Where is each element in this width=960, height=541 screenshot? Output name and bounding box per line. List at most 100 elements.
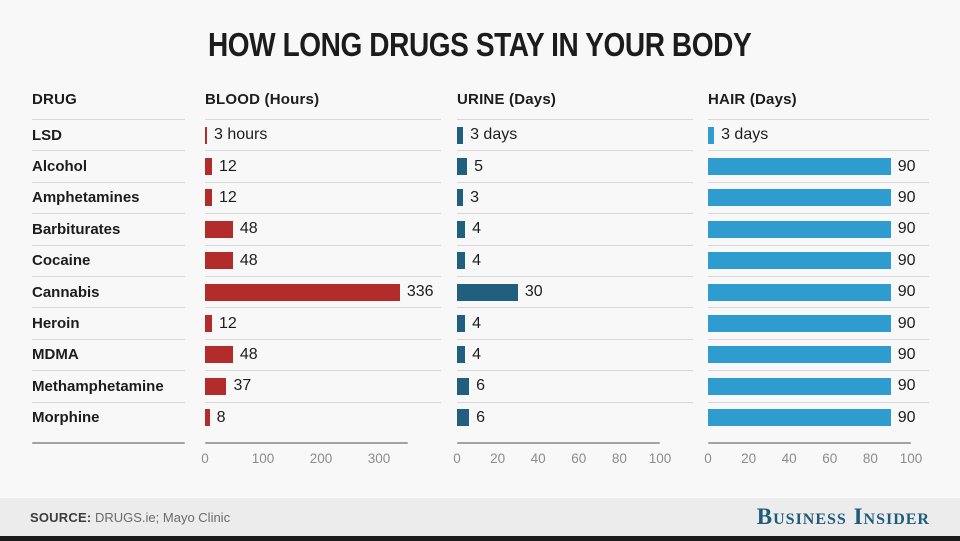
- bar-value-label: 90: [897, 283, 916, 301]
- drug-label: Methamphetamine: [32, 377, 164, 395]
- axis-tick-label: 20: [490, 450, 506, 466]
- title-bar: HOW LONG DRUGS STAY IN YOUR BODY: [0, 26, 960, 64]
- bar-value-label: 3 days: [721, 126, 769, 144]
- urine-bar: [457, 252, 466, 270]
- drug-column-header: DRUG: [32, 91, 77, 108]
- axis-tick-label: 0: [704, 450, 712, 466]
- bar-value-label: 4: [472, 314, 482, 332]
- table-row: Morphine: [32, 401, 185, 433]
- source-credit: SOURCE: DRUGS.ie; Mayo Clinic: [30, 510, 230, 525]
- table-row: Heroin: [32, 307, 185, 338]
- table-row: Barbiturates: [32, 213, 185, 244]
- drug-label: Heroin: [32, 315, 80, 333]
- bar-value-label: 336: [406, 283, 434, 301]
- baseline-rule: [32, 441, 185, 444]
- blood-bar: [205, 126, 207, 144]
- drug-label: MDMA: [32, 346, 79, 364]
- hair-axis: 0 20 40 60 80 100: [704, 441, 929, 466]
- table-row: 12: [205, 150, 441, 181]
- bar-value-label: 30: [524, 283, 543, 301]
- bar-value-label: 90: [897, 220, 916, 238]
- hair-bar: [708, 189, 891, 207]
- hair-axis-ticks: 0 20 40 60 80 100: [704, 444, 929, 466]
- drug-label: Morphine: [32, 409, 100, 427]
- table-row: 4: [457, 213, 693, 244]
- drug-rows: LSD Alcohol Amphetamines Barbiturates Cocain…: [32, 119, 185, 433]
- axis-tick-label: 40: [781, 450, 797, 466]
- blood-bar: [205, 409, 210, 427]
- hair-bar: [708, 377, 891, 395]
- blood-column: BLOOD (Hours) 3 hours 12 12 48 48 336 12 48 37 8 …: [201, 88, 441, 466]
- hair-rows: 3 days 90 90 90 90 90 90 90 90 90: [708, 119, 929, 433]
- table-row: 90: [708, 307, 929, 338]
- axis-tick-label: 100: [899, 450, 923, 466]
- table-row: 90: [708, 213, 929, 244]
- hair-bar: [708, 158, 891, 176]
- axis-tick-label: 60: [822, 450, 838, 466]
- drug-label: Alcohol: [32, 158, 87, 176]
- business-insider-logo: Business Insider: [756, 504, 930, 529]
- blood-bar: [205, 189, 212, 207]
- urine-bar: [457, 409, 470, 427]
- bar-value-label: 37: [233, 377, 252, 395]
- table-row: 90: [708, 370, 929, 401]
- table-row: 6: [457, 370, 693, 401]
- axis-tick-label: 0: [201, 450, 209, 466]
- bar-value-label: 48: [239, 220, 258, 238]
- hair-bar: [708, 126, 715, 144]
- urine-bar: [457, 158, 468, 176]
- table-row: Alcohol: [32, 150, 185, 181]
- bar-value-label: 90: [897, 157, 916, 175]
- bar-value-label: 90: [897, 408, 916, 426]
- hair-axis-line: [708, 441, 911, 444]
- urine-bar: [457, 189, 464, 207]
- bar-value-label: 12: [218, 157, 237, 175]
- table-row: 5: [457, 150, 693, 181]
- bar-value-label: 90: [897, 345, 916, 363]
- source-text: DRUGS.ie; Mayo Clinic: [94, 509, 231, 525]
- blood-bar: [205, 220, 233, 238]
- table-row: 3 days: [708, 119, 929, 150]
- bar-value-label: 12: [218, 188, 237, 206]
- hair-bar: [708, 220, 891, 238]
- bar-value-label: 4: [472, 220, 482, 238]
- table-row: 8: [205, 401, 441, 433]
- table-row: 336: [205, 275, 441, 307]
- axis-tick-label: 80: [862, 450, 878, 466]
- table-row: 90: [708, 150, 929, 181]
- blood-axis-ticks: 0 100 200 300: [201, 444, 441, 466]
- bar-value-label: 90: [897, 314, 916, 332]
- urine-axis-ticks: 0 20 40 60 80 100: [453, 444, 693, 466]
- table-row: Cocaine: [32, 244, 185, 276]
- axis-tick-label: 40: [530, 450, 546, 466]
- hair-column-header: HAIR (Days): [708, 91, 797, 108]
- drug-column: DRUG LSD Alcohol Amphetamines Barbiturates C…: [32, 88, 185, 444]
- bar-value-label: 48: [239, 345, 258, 363]
- table-row: Amphetamines: [32, 181, 185, 213]
- axis-tick-label: 300: [367, 450, 391, 466]
- table-row: 4: [457, 338, 693, 370]
- urine-bar: [457, 220, 466, 238]
- page-title: HOW LONG DRUGS STAY IN YOUR BODY: [208, 26, 752, 63]
- footer-bar: SOURCE: DRUGS.ie; Mayo Clinic Business I…: [0, 498, 960, 536]
- table-row: 12: [205, 307, 441, 338]
- table-row: 12: [205, 181, 441, 213]
- urine-column: URINE (Days) 3 days 5 3 4 4 30 4 4 6 6 0 20 40 60 80 1…: [453, 88, 693, 466]
- urine-bar: [457, 346, 466, 364]
- table-row: 90: [708, 338, 929, 370]
- bar-value-label: 90: [897, 188, 916, 206]
- bar-value-label: 90: [897, 377, 916, 395]
- table-row: 48: [205, 213, 441, 244]
- blood-bar: [205, 283, 400, 301]
- bar-value-label: 6: [476, 408, 486, 426]
- table-row: 90: [708, 181, 929, 213]
- hair-bar: [708, 252, 891, 270]
- table-row: Methamphetamine: [32, 370, 185, 401]
- blood-column-header: BLOOD (Hours): [205, 91, 320, 108]
- urine-column-header: URINE (Days): [457, 91, 557, 108]
- blood-rows: 3 hours 12 12 48 48 336 12 48 37 8: [205, 119, 441, 433]
- urine-bar: [457, 283, 518, 301]
- table-row: 4: [457, 244, 693, 276]
- axis-tick-label: 100: [648, 450, 672, 466]
